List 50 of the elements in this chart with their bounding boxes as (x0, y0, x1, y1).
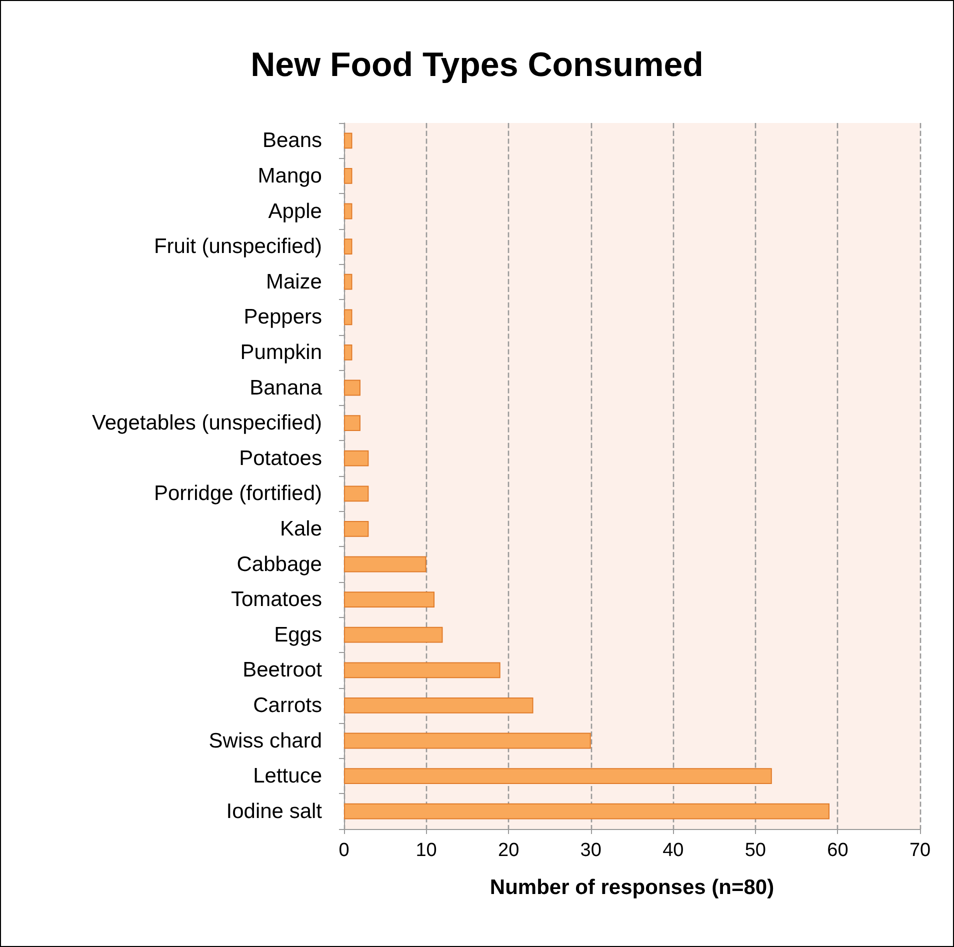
x-tick-label: 0 (338, 840, 350, 861)
bar (344, 768, 772, 784)
x-axis-title: Number of responses (n=80) (490, 876, 774, 899)
chart-title: New Food Types Consumed (250, 46, 704, 84)
y-tick-label: Maize (266, 270, 322, 294)
y-tick-label: Vegetables (unspecified) (92, 412, 322, 435)
bar (344, 344, 352, 360)
y-tick-label: Beans (262, 129, 322, 152)
bar (344, 521, 369, 537)
x-tick-label: 40 (662, 840, 684, 861)
y-tick-label: Banana (250, 376, 322, 400)
y-tick-label: Cabbage (236, 552, 322, 576)
bar (344, 132, 352, 149)
x-tick-label: 10 (416, 840, 437, 861)
bar (344, 168, 352, 184)
x-tick-label: 20 (498, 840, 520, 861)
y-tick-label: Kale (280, 517, 322, 540)
bar (344, 626, 443, 643)
y-tick-label: Peppers (244, 306, 322, 329)
x-tick-label: 30 (580, 840, 602, 861)
y-tick-label: Lettuce (253, 764, 322, 788)
y-tick-label: Fruit (unspecified) (154, 235, 322, 258)
bar (344, 486, 369, 502)
bar (344, 450, 369, 466)
bar (344, 698, 534, 714)
bar (344, 309, 352, 326)
bar (344, 732, 591, 749)
y-tick-label: Beetroot (242, 658, 322, 682)
y-tick-label: Pumpkin (240, 340, 322, 364)
y-tick-label: Eggs (274, 623, 322, 646)
bar (344, 238, 352, 254)
x-tick-label: 70 (909, 840, 931, 861)
y-tick-label: Swiss chard (208, 729, 322, 752)
y-tick-label: Porridge (fortified) (154, 482, 322, 506)
x-tick-label: 50 (744, 840, 766, 861)
bar (344, 556, 426, 572)
x-tick-label: 60 (827, 840, 848, 861)
bar (344, 380, 360, 396)
bar (344, 415, 360, 431)
y-tick-label: Apple (268, 200, 322, 223)
y-tick-label: Carrots (253, 694, 322, 717)
bar (344, 203, 352, 220)
y-tick-label: Tomatoes (230, 588, 322, 612)
bar (344, 274, 352, 290)
y-tick-label: Iodine salt (226, 800, 322, 823)
bar (344, 662, 500, 678)
y-tick-label: Mango (258, 164, 322, 188)
bar (344, 803, 830, 820)
y-tick-label: Potatoes (239, 446, 322, 470)
bar (344, 592, 435, 608)
